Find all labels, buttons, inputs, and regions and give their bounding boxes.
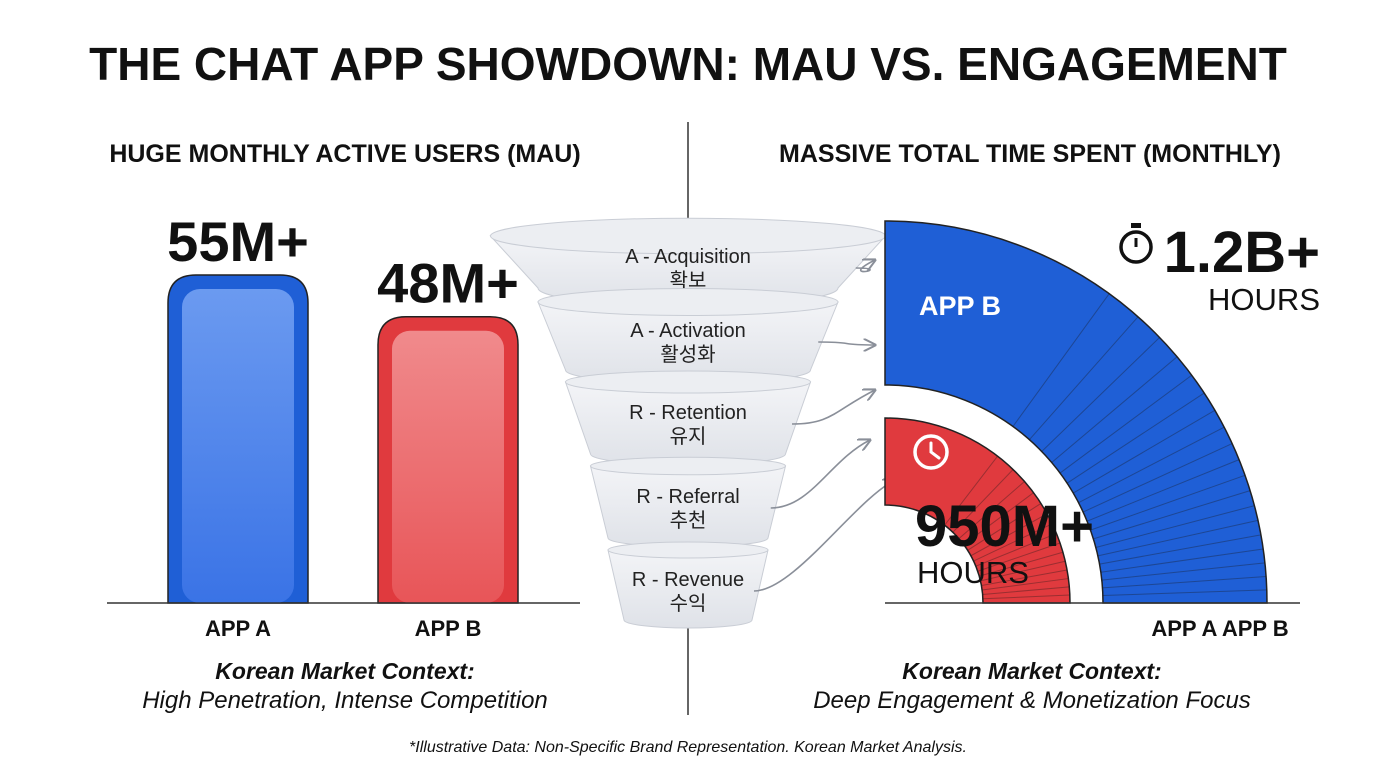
segment-divider: [967, 503, 1042, 551]
mau-bar-chart: 55M+ APP A 48M+ APP B: [167, 210, 519, 641]
app-a-time-band: [884, 417, 1071, 604]
segment-divider: [1078, 426, 1225, 504]
segment-divider: [979, 551, 1064, 577]
segment-divider: [973, 523, 1053, 562]
funnel-stage-label: A - Acquisition: [625, 246, 751, 268]
segment-divider: [980, 560, 1066, 582]
footnote: *Illustrative Data: Non-Specific Brand R…: [409, 739, 967, 756]
funnel-stage-korean: 수익: [670, 592, 707, 615]
segment-divider: [1102, 589, 1267, 597]
segment-divider: [1029, 316, 1139, 441]
app-a-time-value: 950M+: [915, 494, 1094, 559]
segment-divider: [982, 594, 1070, 600]
page-title: THE CHAT APP SHOWDOWN: MAU VS. ENGAGEMEN…: [89, 38, 1287, 90]
funnel-arrow: [855, 260, 875, 273]
funnel-stage-korean: 활성화: [660, 343, 715, 366]
segment-divider: [970, 513, 1048, 557]
stopwatch-icon: [1119, 223, 1153, 264]
funnel-stage-label: R - Referral: [636, 486, 739, 508]
funnel-arrow: [791, 390, 875, 425]
mau-bar-highlight: [392, 330, 504, 603]
segment-divider: [952, 469, 1014, 533]
funnel-stage-label: R - Revenue: [632, 569, 744, 591]
segment-divider: [982, 586, 1070, 595]
funnel-stage-5: [607, 549, 769, 629]
clock-icon: [913, 434, 949, 470]
mau-bar-highlight: [182, 289, 294, 603]
mau-context-heading: Korean Market Context:: [215, 658, 474, 684]
segment-divider: [963, 492, 1034, 545]
funnel-stage-korean: 확보: [670, 269, 707, 292]
segment-divider: [1095, 505, 1255, 548]
mau-context-text: High Penetration, Intense Competition: [142, 687, 548, 714]
segment-divider: [1059, 374, 1192, 474]
funnel-arrow: [818, 342, 875, 345]
app-b-time-value: 1.2B+: [1164, 220, 1320, 285]
mau-value-label: 48M+: [377, 252, 519, 315]
time-context-text: Deep Engagement & Monetization Focus: [813, 687, 1251, 714]
segment-divider: [1086, 459, 1240, 522]
segment-divider: [958, 481, 1025, 539]
app-b-time-band: [884, 220, 1268, 604]
time-chart-title: MASSIVE TOTAL TIME SPENT (MONTHLY): [779, 140, 1281, 168]
funnel-stage-korean: 유지: [670, 425, 707, 448]
segment-divider: [1097, 519, 1259, 557]
funnel-arrow: [770, 440, 870, 509]
funnel-arrow: [753, 480, 895, 592]
segment-divider: [977, 542, 1061, 572]
app-b-time-unit: HOURS: [1208, 282, 1320, 317]
segment-divider: [1100, 548, 1264, 573]
segment-divider: [1090, 474, 1246, 531]
segment-divider: [1072, 409, 1216, 494]
funnel-stage-rim: [565, 370, 811, 394]
mau-value-label: 55M+: [167, 210, 309, 273]
funnel-stage-rim: [590, 456, 786, 476]
segment-divider: [1093, 490, 1251, 540]
mau-chart-title: HUGE MONTHLY ACTIVE USERS (MAU): [109, 140, 580, 168]
funnel-stage-label: A - Activation: [630, 320, 746, 342]
segment-divider: [944, 455, 998, 526]
app-b-series-label: APP B: [919, 291, 1001, 321]
time-axis-labels: APP A APP B: [1151, 616, 1288, 641]
app-a-time-unit: HOURS: [917, 555, 1029, 590]
segment-divider: [982, 578, 1069, 591]
time-context-heading: Korean Market Context:: [902, 658, 1161, 684]
segment-divider: [1012, 293, 1110, 427]
segment-divider: [1041, 337, 1160, 452]
funnel-stage-rim: [607, 541, 769, 559]
segment-divider: [975, 533, 1057, 567]
mau-category-label: APP B: [415, 616, 482, 641]
segment-divider: [1082, 443, 1233, 513]
segment-divider: [1101, 562, 1265, 581]
funnel-stage-rim: [537, 288, 839, 316]
mau-category-label: APP A: [205, 616, 271, 641]
segment-divider: [1066, 392, 1205, 484]
segment-divider: [1102, 576, 1267, 589]
segment-divider: [1099, 534, 1261, 565]
segment-divider: [1051, 356, 1178, 463]
funnel-stage-korean: 추천: [670, 509, 707, 532]
time-spent-radial-chart: [884, 220, 1268, 604]
segment-divider: [981, 569, 1068, 587]
funnel-stage-label: R - Retention: [629, 402, 747, 424]
